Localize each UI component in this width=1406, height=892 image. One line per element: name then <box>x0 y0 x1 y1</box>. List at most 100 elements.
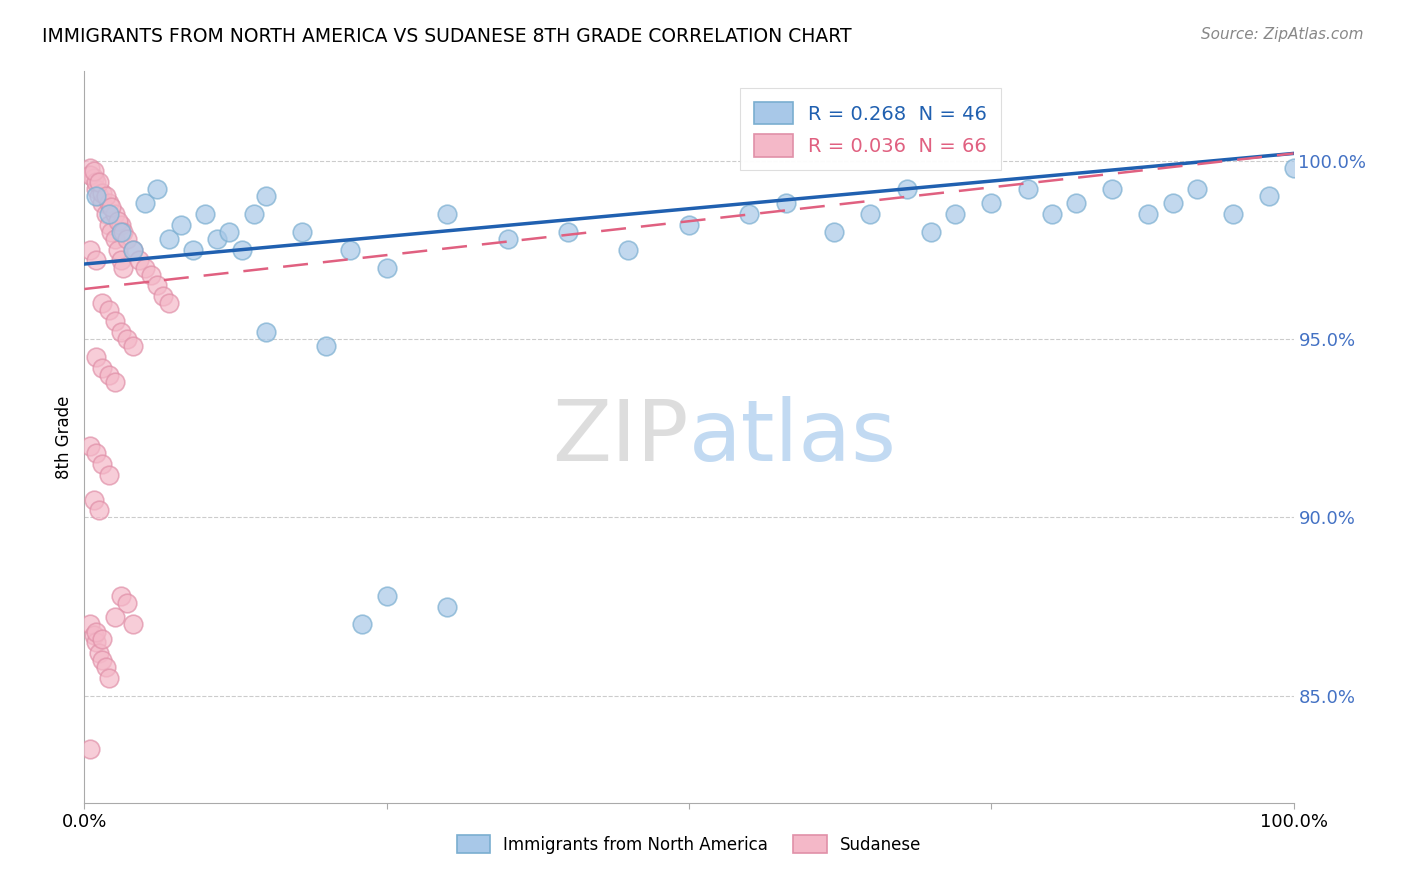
Point <box>157 296 180 310</box>
Point <box>152 289 174 303</box>
Legend: Immigrants from North America, Sudanese: Immigrants from North America, Sudanese <box>450 829 928 860</box>
Point <box>97 218 120 232</box>
Point <box>107 243 129 257</box>
Point <box>823 225 845 239</box>
Point <box>775 196 797 211</box>
Point <box>115 332 138 346</box>
Point <box>157 232 180 246</box>
Point <box>291 225 314 239</box>
Point <box>436 599 458 614</box>
Point <box>557 225 579 239</box>
Point <box>97 467 120 482</box>
Point <box>496 232 519 246</box>
Point <box>79 161 101 175</box>
Point <box>170 218 193 232</box>
Point <box>91 196 114 211</box>
Point <box>738 207 761 221</box>
Point <box>181 243 204 257</box>
Point <box>91 653 114 667</box>
Point <box>104 232 127 246</box>
Point <box>86 175 108 189</box>
Point <box>194 207 217 221</box>
Point <box>86 182 108 196</box>
Point <box>617 243 640 257</box>
Text: Source: ZipAtlas.com: Source: ZipAtlas.com <box>1201 27 1364 42</box>
Point <box>896 182 918 196</box>
Point <box>115 232 138 246</box>
Point <box>315 339 337 353</box>
Point <box>107 214 129 228</box>
Point <box>375 260 398 275</box>
Point <box>86 446 108 460</box>
Point <box>86 350 108 364</box>
Text: ZIP: ZIP <box>553 395 689 479</box>
Point <box>1282 161 1305 175</box>
Point <box>87 175 110 189</box>
Point <box>121 243 143 257</box>
Point <box>128 253 150 268</box>
Point <box>436 207 458 221</box>
Point <box>91 457 114 471</box>
Point <box>146 278 169 293</box>
Point <box>110 218 132 232</box>
Point <box>146 182 169 196</box>
Point <box>1258 189 1281 203</box>
Y-axis label: 8th Grade: 8th Grade <box>55 395 73 479</box>
Text: atlas: atlas <box>689 395 897 479</box>
Point <box>134 196 156 211</box>
Point <box>79 617 101 632</box>
Point <box>97 196 120 211</box>
Point <box>91 632 114 646</box>
Point <box>112 260 135 275</box>
Point <box>86 635 108 649</box>
Point <box>920 225 942 239</box>
Point <box>94 660 117 674</box>
Point <box>375 589 398 603</box>
Point <box>121 617 143 632</box>
Point <box>339 243 361 257</box>
Point <box>104 207 127 221</box>
Point <box>91 360 114 375</box>
Point <box>207 232 229 246</box>
Point <box>97 671 120 685</box>
Point <box>94 207 117 221</box>
Point <box>110 253 132 268</box>
Point <box>83 164 105 178</box>
Text: IMMIGRANTS FROM NORTH AMERICA VS SUDANESE 8TH GRADE CORRELATION CHART: IMMIGRANTS FROM NORTH AMERICA VS SUDANES… <box>42 27 852 45</box>
Point <box>1161 196 1184 211</box>
Point <box>231 243 253 257</box>
Point <box>104 610 127 624</box>
Point <box>79 439 101 453</box>
Point <box>254 325 277 339</box>
Point <box>121 339 143 353</box>
Point <box>83 628 105 642</box>
Point <box>83 492 105 507</box>
Point <box>352 617 374 632</box>
Point <box>87 503 110 517</box>
Point <box>91 186 114 200</box>
Point <box>1137 207 1160 221</box>
Point <box>87 646 110 660</box>
Point <box>100 225 122 239</box>
Point <box>79 243 101 257</box>
Point <box>110 589 132 603</box>
Point <box>1222 207 1244 221</box>
Point <box>678 218 700 232</box>
Point <box>91 296 114 310</box>
Point <box>121 243 143 257</box>
Point <box>110 225 132 239</box>
Point <box>254 189 277 203</box>
Point <box>104 314 127 328</box>
Point <box>218 225 240 239</box>
Point <box>104 375 127 389</box>
Point <box>134 260 156 275</box>
Point <box>1064 196 1087 211</box>
Point <box>97 207 120 221</box>
Point <box>115 596 138 610</box>
Point <box>79 742 101 756</box>
Point <box>87 189 110 203</box>
Point <box>79 168 101 182</box>
Point <box>859 207 882 221</box>
Point <box>97 303 120 318</box>
Point <box>242 207 264 221</box>
